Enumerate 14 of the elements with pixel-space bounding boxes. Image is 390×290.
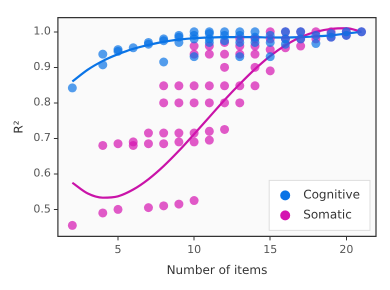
y-axis-title: R² — [11, 120, 26, 134]
y-tick-label: 1.0 — [33, 24, 51, 38]
y-tick-label: 0.8 — [33, 96, 51, 109]
y-tick-label: 0.6 — [33, 166, 51, 180]
x-tick-label: 15 — [263, 242, 278, 256]
legend-label: Somatic — [303, 208, 352, 222]
y-tick-label: 0.7 — [33, 131, 51, 144]
legend-label: Cognitive — [303, 188, 360, 202]
x-tick-label: 5 — [114, 242, 122, 256]
x-axis-title: Number of items — [166, 262, 268, 277]
y-tick-label: 0.9 — [33, 60, 51, 74]
x-tick-label: 20 — [339, 242, 354, 256]
y-tick-label: 0.5 — [33, 202, 51, 216]
x-tick-label: 10 — [187, 242, 202, 256]
